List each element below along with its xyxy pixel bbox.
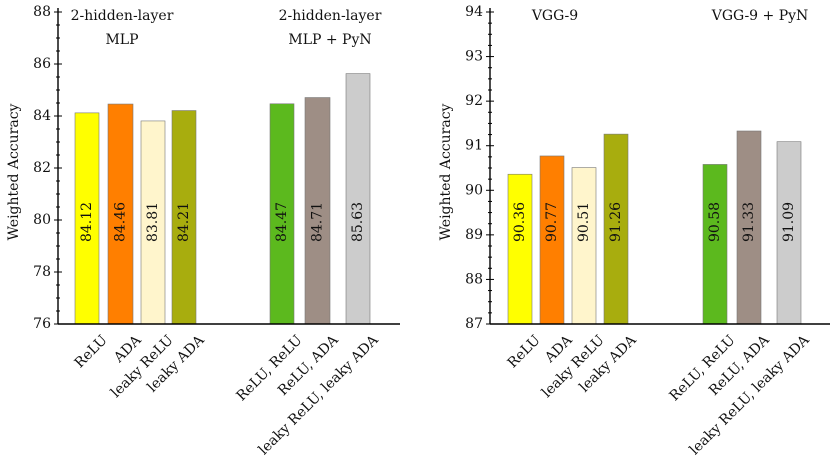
y-tick-label-2-89: 89: [465, 227, 483, 243]
data-label-1-2: 84.46: [113, 202, 129, 242]
y-axis-label-2: Weighted Accuracy: [438, 103, 454, 240]
group-title-1-1: MLP: [105, 32, 138, 48]
y-tick-label-2-94: 94: [465, 4, 483, 20]
data-label-2-1: 90.36: [512, 202, 528, 242]
data-label-1-7: 85.63: [350, 202, 366, 242]
y-tick-label-2-91: 91: [465, 138, 483, 154]
y-tick-label-1-76: 76: [33, 316, 51, 332]
data-label-1-1: 84.12: [79, 202, 95, 242]
data-label-2-2: 90.77: [544, 202, 560, 242]
data-label-1-6: 84.71: [310, 202, 326, 242]
data-label-2-4: 91.26: [608, 202, 624, 242]
y-tick-label-1-80: 80: [33, 212, 51, 228]
group-title-1-1: 2-hidden-layer: [71, 8, 174, 24]
bar-1-7: [345, 73, 371, 325]
bar-2-4: [603, 133, 629, 325]
y-axis-label-1: Weighted Accuracy: [6, 103, 22, 240]
y-tick-label-2-93: 93: [465, 49, 483, 65]
bar-1-2: [107, 103, 134, 325]
group-title-1-2: 2-hidden-layer: [279, 8, 382, 24]
y-tick-label-1-88: 88: [33, 4, 51, 20]
bar-2-1: [507, 173, 533, 325]
group-title-1-2: MLP + PyN: [288, 32, 371, 48]
bar-1-4: [171, 110, 197, 325]
data-label-2-7: 91.09: [781, 202, 797, 242]
y-tick-label-2-90: 90: [465, 182, 483, 198]
y-tick-label-1-84: 84: [33, 108, 51, 124]
y-tick-label-1-82: 82: [33, 160, 51, 176]
bar-2-2: [539, 155, 565, 325]
bar-1-3: [140, 120, 166, 325]
data-label-2-3: 90.51: [576, 202, 592, 242]
y-tick-label-2-92: 92: [465, 93, 483, 109]
category-label-2-1: ReLU: [505, 332, 544, 371]
bar-2-6: [736, 130, 762, 325]
bar-1-1: [74, 112, 100, 325]
category-label-1-1: ReLU: [72, 332, 111, 371]
data-label-1-4: 84.21: [176, 202, 192, 242]
bar-2-3: [571, 167, 597, 325]
y-tick-label-1-78: 78: [33, 264, 51, 280]
group-title-2-1: VGG-9: [531, 8, 578, 24]
data-label-1-5: 84.47: [274, 202, 290, 242]
y-tick-label-2-87: 87: [465, 316, 483, 332]
y-tick-label-1-86: 86: [33, 56, 51, 72]
bar-2-5: [702, 164, 728, 325]
data-label-2-6: 91.33: [741, 202, 757, 242]
y-tick-label-2-88: 88: [465, 271, 483, 287]
group-title-2-2: VGG-9 + PyN: [711, 8, 809, 24]
data-label-1-3: 83.81: [145, 202, 161, 242]
data-label-2-5: 90.58: [707, 202, 723, 242]
